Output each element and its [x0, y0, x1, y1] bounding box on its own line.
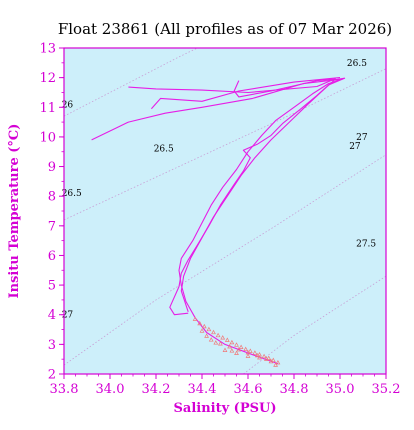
deep-point-13 — [252, 350, 258, 355]
y-tick-label-4: 6 — [48, 249, 56, 264]
x-tick-label-3: 34.4 — [188, 382, 217, 397]
deep-point-34 — [213, 340, 219, 345]
x-tick-label-4: 34.6 — [234, 382, 263, 397]
deep-point-6 — [220, 335, 226, 340]
x-tick-label-1: 34.0 — [96, 382, 125, 397]
profile-line-1 — [128, 77, 346, 316]
deep-point-35 — [229, 348, 235, 353]
density-contours — [64, 48, 386, 374]
x-tick-label-5: 34.8 — [280, 382, 309, 397]
deep-point-1 — [197, 320, 203, 326]
deep-point-11 — [243, 346, 249, 352]
deep-point-28 — [199, 328, 205, 333]
deep-point-15 — [261, 353, 267, 359]
contour-label-5: 27 — [356, 133, 368, 143]
deep-point-20 — [264, 356, 269, 361]
profile-line-3 — [150, 77, 341, 110]
deep-point-30 — [234, 350, 239, 355]
deep-point-31 — [245, 353, 251, 358]
deep-point-18 — [275, 359, 281, 365]
chart-title: Float 23861 (All profiles as of 07 Mar 2… — [58, 20, 392, 38]
y-tick-label-3: 5 — [48, 279, 56, 294]
x-tick-label-0: 33.8 — [50, 382, 79, 397]
density-contour-2 — [64, 154, 386, 366]
y-tick-label-9: 11 — [39, 101, 56, 116]
y-tick-label-1: 3 — [48, 338, 56, 353]
contour-label-1: 26.5 — [154, 145, 174, 155]
y-axis-ticks: 2 3 4 5 6 7 8 9 10 11 12 13 — [39, 42, 64, 383]
deep-point-32 — [257, 354, 262, 360]
deep-point-12 — [247, 348, 253, 353]
deep-point-2 — [201, 323, 207, 329]
deep-point-26 — [208, 337, 214, 342]
plot-area — [64, 48, 386, 374]
y-tick-label-2: 4 — [48, 308, 56, 323]
deep-point-17 — [270, 357, 276, 363]
x-axis-label: Salinity (PSU) — [174, 401, 277, 416]
profile-series — [91, 77, 346, 365]
contour-label-4: 27 — [349, 142, 361, 152]
deep-point-23 — [236, 346, 242, 352]
contour-label-7: 27 — [62, 311, 74, 321]
deep-point-33 — [268, 358, 274, 364]
y-tick-label-10: 12 — [39, 71, 56, 86]
y-tick-label-8: 10 — [39, 130, 56, 145]
y-tick-label-5: 7 — [48, 219, 56, 234]
x-axis-ticks: 33.8 34.0 34.2 34.4 34.6 34.8 35.0 35.2 — [50, 374, 401, 397]
profile-line-0 — [91, 78, 343, 365]
deep-point-8 — [229, 339, 235, 345]
deep-point-5 — [215, 332, 221, 338]
contour-label-2: 26.5 — [62, 189, 82, 199]
deep-point-3 — [206, 326, 212, 332]
deep-point-0 — [192, 316, 198, 321]
y-axis-label: Insitu Temperature (°C) — [7, 124, 22, 299]
x-tick-label-6: 35.0 — [326, 382, 355, 397]
deep-point-27 — [204, 333, 209, 338]
deep-point-4 — [211, 329, 216, 335]
y-tick-label-7: 9 — [48, 160, 56, 175]
contour-label-3: 26.5 — [347, 59, 367, 69]
y-tick-label-0: 2 — [48, 368, 56, 383]
density-contour-1 — [64, 68, 386, 221]
deep-point-29 — [222, 347, 228, 352]
contour-label-6: 27.5 — [356, 240, 376, 250]
deep-point-24 — [227, 343, 232, 349]
deep-point-7 — [224, 337, 230, 342]
deep-point-16 — [266, 355, 272, 360]
density-contour-3 — [243, 275, 386, 374]
density-contour-0 — [64, 48, 198, 117]
x-tick-label-7: 35.2 — [372, 382, 401, 397]
deep-point-25 — [218, 341, 223, 346]
deep-point-19 — [273, 362, 278, 367]
profile-line-2 — [180, 78, 336, 312]
deep-point-21 — [254, 352, 260, 358]
deep-point-10 — [238, 344, 244, 349]
x-tick-label-2: 34.2 — [142, 382, 171, 397]
deep-profile-points — [192, 316, 281, 367]
y-tick-label-11: 13 — [39, 42, 56, 57]
y-tick-label-6: 8 — [48, 190, 56, 205]
deep-point-9 — [234, 342, 239, 347]
contour-label-0: 26 — [62, 100, 74, 110]
